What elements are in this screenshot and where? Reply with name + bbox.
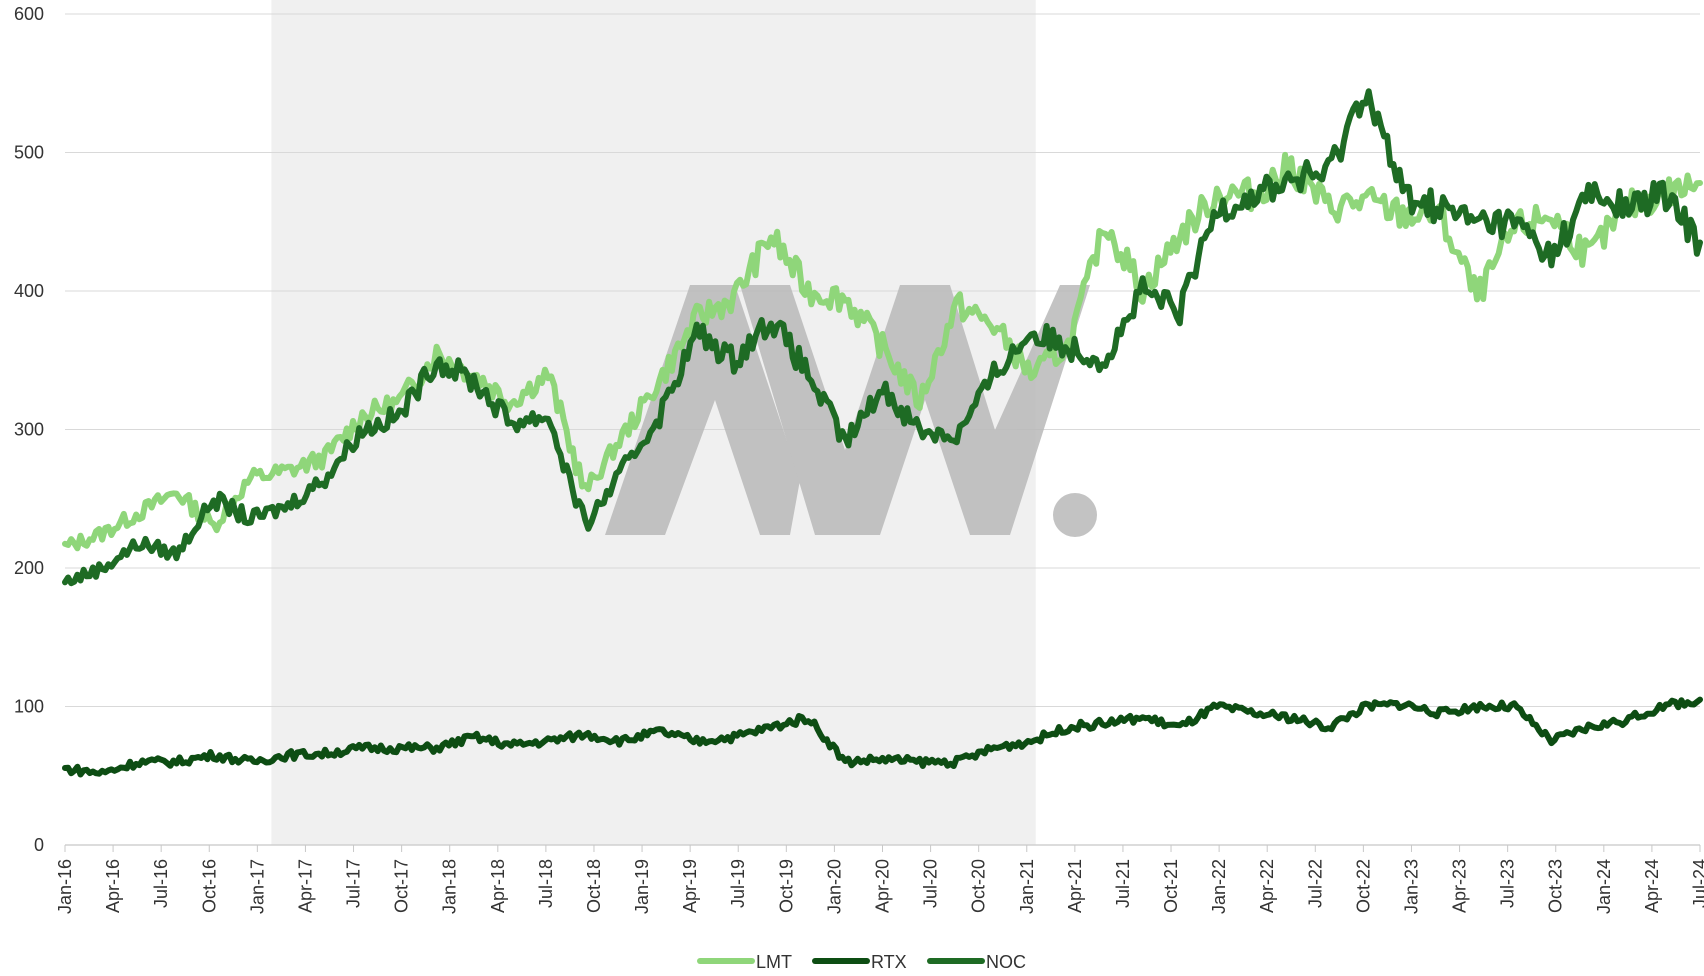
x-tick-label: Jul-20 bbox=[921, 859, 941, 908]
legend-label-noc: NOC bbox=[986, 952, 1026, 972]
x-tick-label: Jul-23 bbox=[1498, 859, 1518, 908]
x-tick-label: Jul-16 bbox=[151, 859, 171, 908]
x-tick-label: Jan-17 bbox=[247, 859, 267, 914]
x-tick-label: Jan-20 bbox=[824, 859, 844, 914]
x-tick-label: Oct-20 bbox=[969, 859, 989, 913]
y-tick-label: 200 bbox=[14, 558, 44, 578]
x-tick-label: Apr-19 bbox=[680, 859, 700, 913]
x-tick-label: Oct-17 bbox=[392, 859, 412, 913]
x-tick-label: Jan-23 bbox=[1401, 859, 1421, 914]
x-tick-label: Oct-23 bbox=[1546, 859, 1566, 913]
x-tick-label: Apr-18 bbox=[488, 859, 508, 913]
x-tick-label: Jan-24 bbox=[1594, 859, 1614, 914]
x-tick-label: Apr-17 bbox=[295, 859, 315, 913]
series-line-rtx bbox=[62, 696, 1703, 778]
x-tick-label: Apr-16 bbox=[103, 859, 123, 913]
series-line-noc bbox=[62, 88, 1703, 587]
x-tick-label: Jan-18 bbox=[440, 859, 460, 914]
x-tick-label: Jul-19 bbox=[728, 859, 748, 908]
legend-label-rtx: RTX bbox=[871, 952, 907, 972]
y-tick-label: 0 bbox=[34, 835, 44, 855]
x-tick-label: Apr-21 bbox=[1065, 859, 1085, 913]
y-tick-label: 100 bbox=[14, 697, 44, 717]
x-tick-label: Oct-18 bbox=[584, 859, 604, 913]
x-tick-label: Oct-21 bbox=[1161, 859, 1181, 913]
x-axis: Jan-16 Apr-16 Jul-16 Oct-16 Jan-17 Apr-17 Jul-… bbox=[55, 844, 1704, 914]
x-tick-label: Apr-20 bbox=[873, 859, 893, 913]
x-tick-label: Oct-19 bbox=[776, 859, 796, 913]
x-tick-label: Jan-16 bbox=[55, 859, 75, 914]
x-tick-label: Jul-21 bbox=[1113, 859, 1133, 908]
y-axis: 0 100 200 300 400 500 600 bbox=[14, 4, 44, 855]
legend-label-lmt: LMT bbox=[756, 952, 792, 972]
y-tick-label: 500 bbox=[14, 143, 44, 163]
x-tick-label: Jan-21 bbox=[1017, 859, 1037, 914]
x-tick-label: Jul-18 bbox=[536, 859, 556, 908]
x-tick-label: Jan-19 bbox=[632, 859, 652, 914]
y-tick-label: 400 bbox=[14, 281, 44, 301]
legend: LMT RTX NOC bbox=[697, 952, 1026, 972]
x-tick-label: Apr-23 bbox=[1450, 859, 1470, 913]
x-tick-label: Oct-16 bbox=[199, 859, 219, 913]
series-lines bbox=[62, 88, 1703, 778]
y-tick-label: 300 bbox=[14, 420, 44, 440]
x-tick-label: Jan-22 bbox=[1209, 859, 1229, 914]
x-tick-label: Jul-22 bbox=[1305, 859, 1325, 908]
x-tick-label: Jul-17 bbox=[344, 859, 364, 908]
y-tick-label: 600 bbox=[14, 4, 44, 24]
x-tick-label: Apr-22 bbox=[1257, 859, 1277, 913]
x-tick-label: Apr-24 bbox=[1642, 859, 1662, 913]
x-tick-label: Jul-24 bbox=[1690, 859, 1704, 908]
x-tick-label: Oct-22 bbox=[1353, 859, 1373, 913]
